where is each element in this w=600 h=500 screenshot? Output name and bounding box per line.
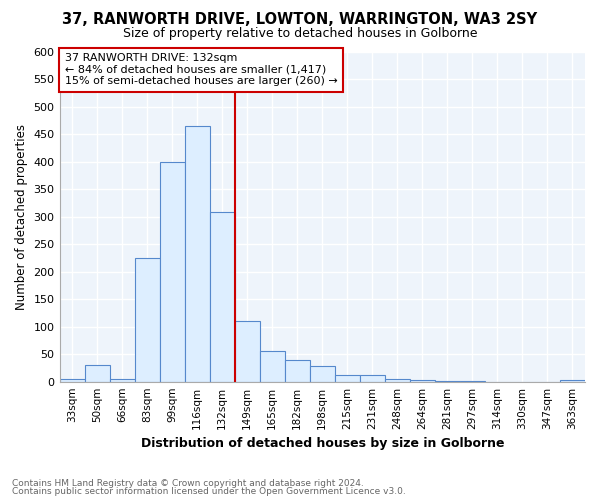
Bar <box>110 379 134 382</box>
Bar <box>285 360 310 382</box>
Text: 37, RANWORTH DRIVE, LOWTON, WARRINGTON, WA3 2SY: 37, RANWORTH DRIVE, LOWTON, WARRINGTON, … <box>62 12 538 28</box>
Bar <box>360 374 385 382</box>
Text: Contains HM Land Registry data © Crown copyright and database right 2024.: Contains HM Land Registry data © Crown c… <box>12 478 364 488</box>
Bar <box>460 381 485 382</box>
Bar <box>335 374 360 382</box>
Bar <box>185 126 209 382</box>
Bar <box>260 352 285 382</box>
X-axis label: Distribution of detached houses by size in Golborne: Distribution of detached houses by size … <box>140 437 504 450</box>
Bar <box>385 379 410 382</box>
Bar <box>85 365 110 382</box>
Text: 37 RANWORTH DRIVE: 132sqm
← 84% of detached houses are smaller (1,417)
15% of se: 37 RANWORTH DRIVE: 132sqm ← 84% of detac… <box>65 53 338 86</box>
Bar <box>435 381 460 382</box>
Bar <box>310 366 335 382</box>
Bar <box>209 212 235 382</box>
Bar <box>134 258 160 382</box>
Y-axis label: Number of detached properties: Number of detached properties <box>15 124 28 310</box>
Text: Size of property relative to detached houses in Golborne: Size of property relative to detached ho… <box>123 28 477 40</box>
Bar <box>160 162 185 382</box>
Bar <box>410 380 435 382</box>
Bar <box>235 321 260 382</box>
Text: Contains public sector information licensed under the Open Government Licence v3: Contains public sector information licen… <box>12 487 406 496</box>
Bar <box>59 379 85 382</box>
Bar <box>560 380 585 382</box>
